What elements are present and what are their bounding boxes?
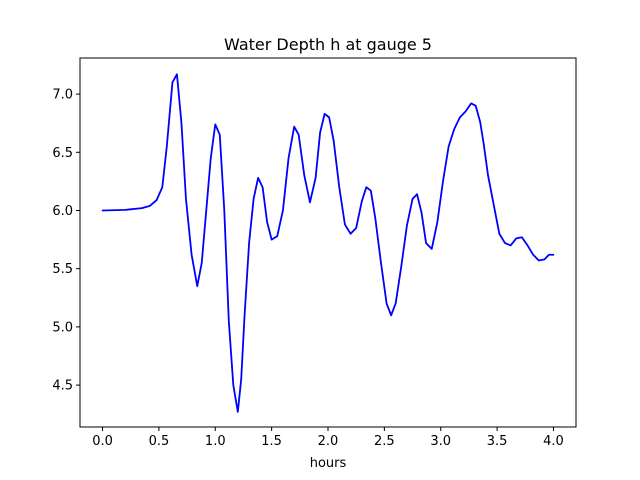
x-tick-label: 1.5	[261, 434, 282, 449]
x-axis-label: hours	[310, 456, 347, 471]
y-tick-label: 6.5	[52, 146, 73, 161]
x-tick-label: 3.5	[487, 434, 508, 449]
x-tick-label: 3.0	[430, 434, 451, 449]
x-tick-label: 1.0	[205, 434, 226, 449]
chart-title: Water Depth h at gauge 5	[224, 35, 432, 54]
y-tick-label: 5.0	[52, 320, 73, 335]
y-tick-label: 7.0	[52, 88, 73, 103]
x-axis: 0.0 0.5 1.0 1.5 2.0 2.5 3.0 3.5 4.0	[92, 427, 564, 449]
y-tick-label: 4.5	[52, 379, 73, 394]
x-tick-label: 4.0	[543, 434, 564, 449]
series-line-water-depth	[101, 73, 555, 413]
x-tick-label: 2.5	[374, 434, 395, 449]
y-axis: 4.5 5.0 5.5 6.0 6.5 7.0	[52, 88, 80, 394]
x-tick-label: 2.0	[318, 434, 339, 449]
x-tick-label: 0.5	[149, 434, 170, 449]
y-tick-label: 6.0	[52, 204, 73, 219]
x-tick-label: 0.0	[92, 434, 113, 449]
y-tick-label: 5.5	[52, 262, 73, 277]
